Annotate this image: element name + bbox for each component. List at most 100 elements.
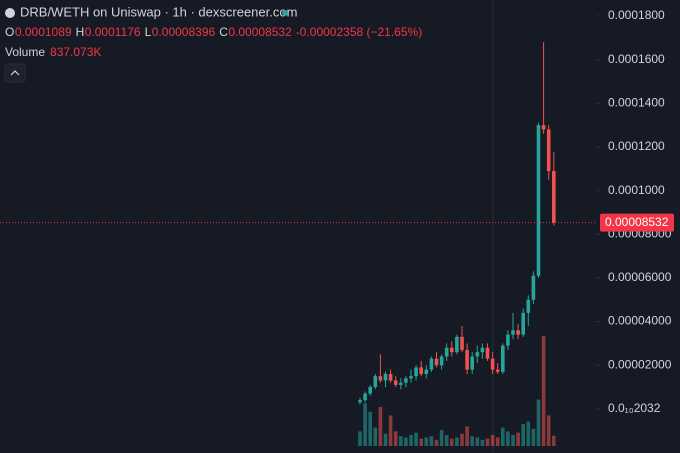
candle-body [501,345,505,372]
volume-bar [383,433,388,446]
candle-body [444,347,449,357]
volume-bar [363,403,367,446]
volume-bar [526,421,531,446]
volume-bar [531,428,536,446]
candle-body [526,299,531,313]
volume-bar [480,439,485,446]
candles [358,42,556,405]
volume-bar [450,438,454,446]
volume-bar [358,431,362,446]
header: DRB/WETH on Uniswap · 1h · dexscreener.c… [4,4,422,83]
candle-body [531,275,536,300]
volume-bar [536,399,541,446]
candle-body [424,369,429,374]
volume-bar [506,431,510,446]
volume-bar [546,415,551,446]
volume-bar [541,336,546,446]
candle-body [393,380,398,385]
volume-bar [490,435,495,446]
volume-bar [404,437,408,446]
chart-title: DRB/WETH on Uniswap · 1h · dexscreener.c… [20,4,297,19]
y-tick-label: 0.0₁₀2032 [608,401,661,415]
candle-body [419,367,423,374]
volume-bar [424,437,429,446]
candle-body [434,358,439,366]
last-price-label: 0.00008532 [605,215,669,229]
candle-body [465,349,469,370]
candle-body [506,334,510,346]
legend-value: 0.00008396 [152,25,216,39]
candle-body [552,171,556,223]
candle-body [536,125,541,276]
volume-bars [358,336,556,446]
volume-bar [439,430,444,446]
volume-bar [455,437,459,446]
candle-body [429,358,434,370]
volume-bar [511,435,515,446]
legend-value: 0.0001089 [15,25,72,39]
volume-bar [485,438,490,446]
volume-bar [378,406,383,446]
candle-body [409,376,413,379]
candle-body [455,336,459,353]
y-tick-label: 0.0001600 [608,52,665,66]
legend-value: 0.0001176 [85,25,141,39]
candle-body [388,373,393,381]
volume-bar [516,432,520,446]
volume-bar [460,433,464,446]
collapse-button[interactable] [4,63,26,83]
volume-bar [388,415,393,446]
volume-bar [495,437,500,446]
candle-body [363,393,367,401]
volume-bar [501,427,505,446]
legend-key: L [145,25,152,39]
candle-body [541,125,546,130]
y-tick-label: 0.00002000 [608,357,672,371]
volume-bar [475,437,480,446]
candle-body [485,347,490,359]
last-price: 0.00008532 [0,213,674,232]
legend-change: -0.00002358 (−21.65%) [296,25,422,39]
legend-key: Volume [5,45,45,59]
last-price-badge [600,213,674,232]
volume-bar [399,436,403,446]
candle-body [439,356,444,366]
candle-body [404,378,408,383]
y-tick-label: 0.0001400 [608,95,665,109]
volume-bar [444,435,449,446]
candle-body [546,129,551,172]
y-tick-label: 0.00006000 [608,270,672,284]
candle-body [414,367,418,377]
volume-bar [521,424,525,446]
volume-bar [434,439,439,446]
candle-body [511,330,515,335]
candle-body [368,387,372,394]
collapse-icon [10,70,20,76]
legend-value: 0.00008532 [228,25,292,39]
candle-body [373,376,378,388]
volume-bar [414,432,418,446]
candle-body [516,330,520,335]
volume-bar [470,436,474,446]
volume-bar [552,435,556,446]
status-dot [282,10,288,16]
candle-body [460,336,464,350]
y-tick-label: 0.00004000 [608,314,672,328]
y-tick-label: 0.0001200 [608,139,665,153]
y-tick-label: 0.0001800 [608,8,665,22]
volume-bar [373,427,378,446]
volume-bar [465,426,469,446]
candle-body [521,312,525,335]
logo [5,8,15,18]
legend-key: H [76,25,85,39]
y-tick-label: 0.0001000 [608,183,665,197]
legend-value: 837.073K [50,45,101,59]
candle-body [450,347,454,353]
candle-body [495,369,500,372]
candle-body [480,347,485,353]
candle-body [475,352,480,357]
volume-bar [429,436,434,446]
